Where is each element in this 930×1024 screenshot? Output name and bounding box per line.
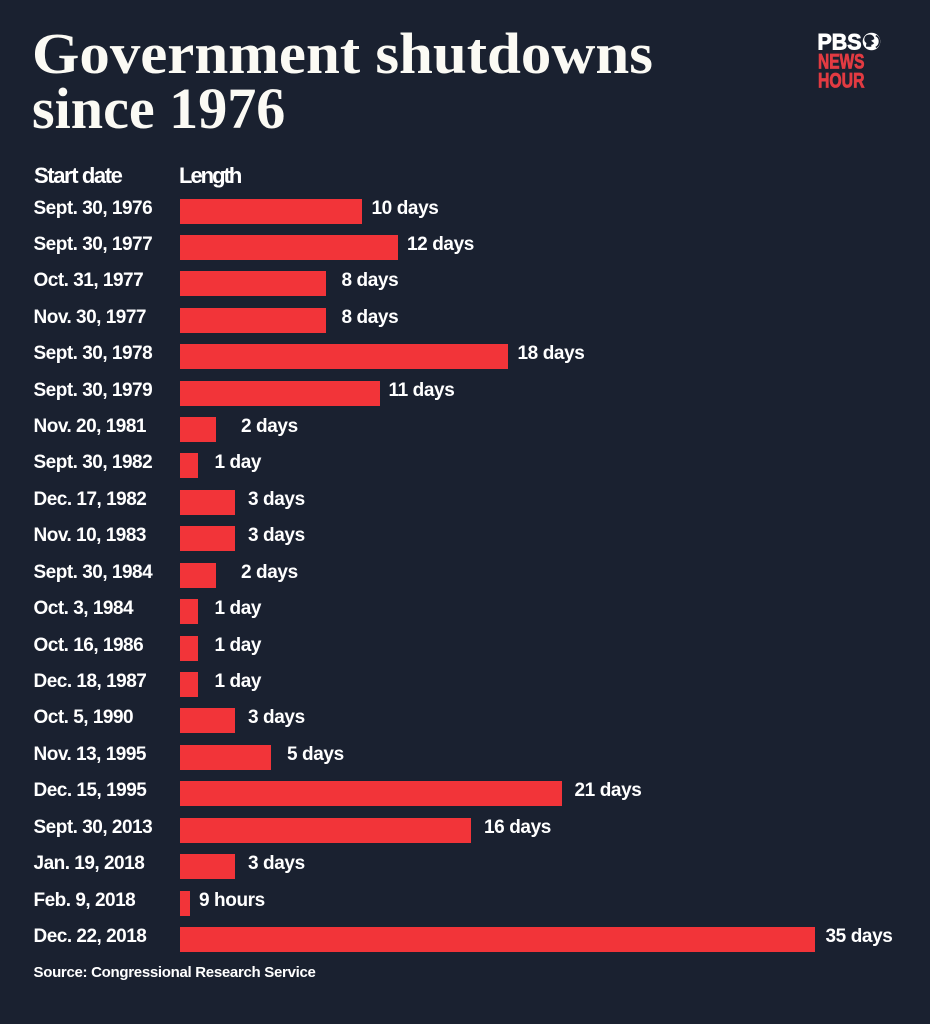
svg-text:PBS: PBS	[818, 30, 862, 55]
svg-text:NEWS: NEWS	[818, 51, 865, 74]
svg-text:HOUR: HOUR	[818, 70, 865, 91]
